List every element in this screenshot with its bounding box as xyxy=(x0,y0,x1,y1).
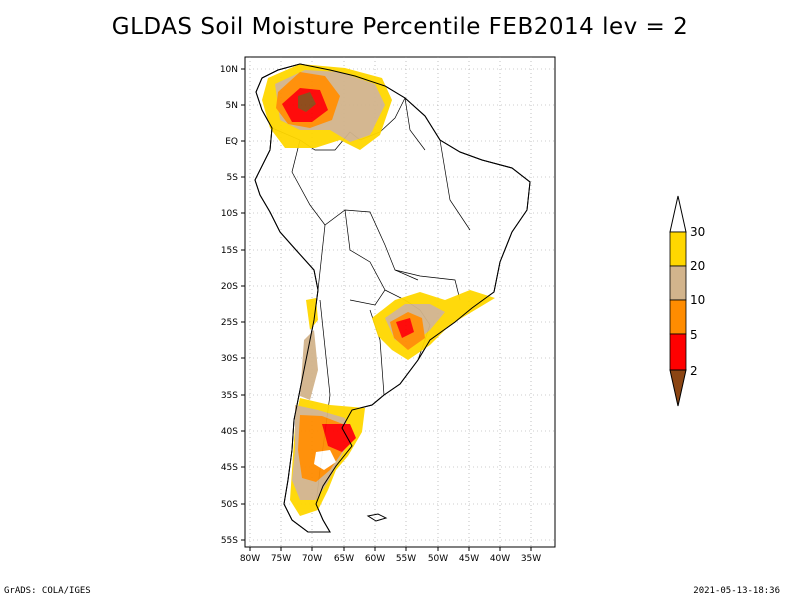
lon-label: 75W xyxy=(271,554,291,564)
lat-label: 25S xyxy=(221,318,238,328)
shade-north-tan2 xyxy=(340,96,380,138)
lat-label: 20S xyxy=(221,282,238,292)
colorbar-box-10-20 xyxy=(669,265,687,301)
lon-label: 55W xyxy=(396,554,416,564)
lat-label: 10S xyxy=(221,209,238,219)
lon-label: 80W xyxy=(240,554,260,564)
shade-south-red xyxy=(322,424,356,452)
footer-credit: GrADS: COLA/IGES xyxy=(4,586,91,596)
lat-label: 5N xyxy=(226,101,238,111)
colorbar-box-20-30 xyxy=(669,231,687,267)
lon-label: 70W xyxy=(302,554,322,564)
lat-label: 45S xyxy=(221,463,238,473)
lon-label: 45W xyxy=(459,554,479,564)
colorbar-top-arrow xyxy=(669,195,687,233)
colorbar: 30 20 10 5 2 xyxy=(669,195,705,407)
longitude-labels: 80W 75W 70W 65W 60W 55W 50W 45W 40W 35W xyxy=(240,554,541,564)
lat-label: 40S xyxy=(221,427,238,437)
colorbar-label: 20 xyxy=(690,259,705,273)
colorbar-bottom-arrow xyxy=(669,369,687,407)
shade-chile-gold xyxy=(306,298,318,330)
lat-label: 15S xyxy=(221,246,238,256)
lon-label: 65W xyxy=(334,554,354,564)
map-panel: 10N 5N EQ 5S 10S 15S 20S 25S 30S 35S 40S… xyxy=(220,56,556,564)
lat-label: 55S xyxy=(221,536,238,546)
shade-central-red xyxy=(396,318,414,338)
colorbar-label: 5 xyxy=(690,328,698,342)
lat-label: 35S xyxy=(221,391,238,401)
falkland-islands xyxy=(366,513,388,522)
grid-lines xyxy=(245,57,555,547)
lat-label: 5S xyxy=(227,173,239,183)
colorbar-label: 10 xyxy=(690,293,705,307)
footer-timestamp: 2021-05-13-18:36 xyxy=(693,586,780,596)
axis-ticks xyxy=(241,68,532,551)
lat-label: EQ xyxy=(225,137,238,147)
colorbar-label: 2 xyxy=(690,364,698,378)
latitude-labels: 10N 5N EQ 5S 10S 15S 20S 25S 30S 35S 40S… xyxy=(220,65,238,546)
lon-label: 60W xyxy=(365,554,385,564)
shade-south-white xyxy=(314,450,336,470)
shade-chile-tan xyxy=(300,330,318,400)
moisture-shading xyxy=(262,64,495,516)
colorbar-box-2-5 xyxy=(669,333,687,371)
lon-label: 35W xyxy=(521,554,541,564)
map-title: GLDAS Soil Moisture Percentile FEB2014 l… xyxy=(111,14,689,40)
lat-label: 10N xyxy=(220,65,238,75)
colorbar-box-5-10 xyxy=(669,299,687,335)
shade-north-brown xyxy=(298,92,316,112)
lat-label: 50S xyxy=(221,500,238,510)
lat-label: 30S xyxy=(221,354,238,364)
lon-label: 50W xyxy=(428,554,448,564)
colorbar-label: 30 xyxy=(690,225,705,239)
lon-label: 40W xyxy=(490,554,510,564)
